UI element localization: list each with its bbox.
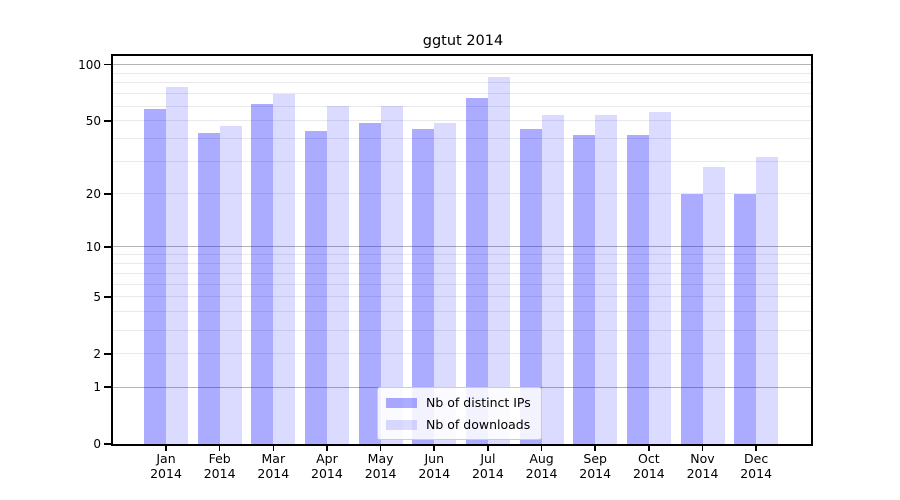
x-tick-apr xyxy=(326,446,328,451)
chart-title: ggtut 2014 xyxy=(422,33,504,49)
x-tick-label-jun: Jun 2014 xyxy=(418,451,451,481)
gridline-6 xyxy=(113,283,811,285)
gridline-30 xyxy=(113,161,811,163)
gridline-3 xyxy=(113,329,811,331)
bar-apr-distinct-ips xyxy=(304,131,327,444)
y-tick-2 xyxy=(104,352,111,355)
legend-swatch-downloads xyxy=(386,419,417,430)
bar-jun-downloads xyxy=(434,122,457,444)
bar-mar-distinct-ips xyxy=(251,103,274,444)
y-tick-label-1: 1 xyxy=(93,380,101,395)
x-tick-label-oct: Oct 2014 xyxy=(632,451,665,481)
gridline-40 xyxy=(113,138,811,140)
x-tick-label-sep: Sep 2014 xyxy=(579,451,612,481)
x-tick-feb xyxy=(218,446,221,451)
x-tick-label-dec: Dec 2014 xyxy=(740,451,773,481)
x-tick-label-jul: Jul 2014 xyxy=(471,451,504,481)
y-tick-label-0: 0 xyxy=(93,437,101,451)
bar-nov-distinct-ips xyxy=(680,193,703,444)
bar-dec-downloads xyxy=(756,156,779,444)
legend-label-downloads: Nb of downloads xyxy=(426,417,531,432)
y-tick-label-5: 5 xyxy=(93,289,101,304)
x-tick-aug xyxy=(540,446,543,451)
y-tick-5 xyxy=(104,295,111,298)
bar-feb-downloads xyxy=(219,125,242,444)
bar-jan-downloads xyxy=(166,87,188,444)
x-tick-label-feb: Feb 2014 xyxy=(203,451,236,481)
bar-aug-downloads xyxy=(541,114,564,444)
gridline-7 xyxy=(113,272,811,274)
x-tick-jun xyxy=(433,446,436,451)
gridline-60 xyxy=(113,105,811,107)
bar-may-distinct-ips xyxy=(358,122,381,444)
bar-dec-distinct-ips xyxy=(734,193,757,444)
y-tick-label-20: 20 xyxy=(85,186,101,201)
legend-swatch-distinct-ips xyxy=(386,397,417,408)
x-tick-mar xyxy=(272,446,275,451)
gridline-70 xyxy=(113,93,811,95)
bar-oct-downloads xyxy=(648,111,671,444)
x-tick-oct xyxy=(648,446,650,451)
plot-area: Nb of distinct IPs Nb of downloads xyxy=(111,54,813,446)
gridline-50 xyxy=(113,120,811,122)
bar-sep-downloads xyxy=(595,114,618,444)
x-tick-label-may: May 2014 xyxy=(364,451,397,481)
legend-label-distinct-ips: Nb of distinct IPs xyxy=(426,395,531,410)
x-tick-jul xyxy=(487,446,489,451)
y-tick-20 xyxy=(104,192,111,195)
legend: Nb of distinct IPs Nb of downloads xyxy=(377,387,542,440)
y-tick-50 xyxy=(104,120,111,122)
bar-aug-distinct-ips xyxy=(519,129,542,444)
x-tick-label-aug: Aug 2014 xyxy=(525,451,558,481)
y-tick-label-100: 100 xyxy=(78,57,101,72)
gridline-8 xyxy=(113,262,811,264)
gridline-20 xyxy=(113,193,811,195)
bar-jul-distinct-ips xyxy=(465,98,488,444)
bar-jul-downloads xyxy=(487,76,510,444)
y-tick-1 xyxy=(104,386,111,388)
y-tick-label-50: 50 xyxy=(85,113,101,128)
x-tick-nov xyxy=(701,446,704,451)
gridline-100 xyxy=(113,64,811,66)
y-tick-100 xyxy=(104,63,111,66)
gridline-5 xyxy=(113,296,811,298)
bar-feb-distinct-ips xyxy=(197,133,220,444)
bar-may-downloads xyxy=(380,106,403,444)
bar-jun-distinct-ips xyxy=(412,129,435,444)
bar-nov-downloads xyxy=(702,167,725,444)
x-tick-label-mar: Mar 2014 xyxy=(257,451,290,481)
x-tick-dec xyxy=(755,446,757,451)
x-tick-may xyxy=(379,446,382,451)
gridline-90 xyxy=(113,72,811,74)
gridline-2 xyxy=(113,353,811,355)
bar-oct-distinct-ips xyxy=(626,134,649,444)
gridline-80 xyxy=(113,82,811,84)
x-tick-label-apr: Apr 2014 xyxy=(311,451,343,481)
x-tick-jan xyxy=(165,446,167,451)
gridline-10 xyxy=(113,246,811,248)
y-tick-label-10: 10 xyxy=(85,239,101,254)
x-tick-label-nov: Nov 2014 xyxy=(686,451,719,481)
bar-apr-downloads xyxy=(326,106,349,444)
legend-item-downloads: Nb of downloads xyxy=(386,417,531,432)
y-tick-label-2: 2 xyxy=(93,346,101,361)
gridline-4 xyxy=(113,311,811,313)
gridline-9 xyxy=(113,254,811,256)
x-tick-label-jan: Jan 2014 xyxy=(150,451,182,481)
bar-jan-distinct-ips xyxy=(144,108,166,444)
y-tick-0 xyxy=(104,443,111,445)
legend-item-distinct-ips: Nb of distinct IPs xyxy=(386,395,531,410)
x-tick-sep xyxy=(594,446,596,451)
bar-mar-downloads xyxy=(273,93,296,444)
bar-sep-distinct-ips xyxy=(573,134,596,444)
y-tick-10 xyxy=(104,246,111,248)
